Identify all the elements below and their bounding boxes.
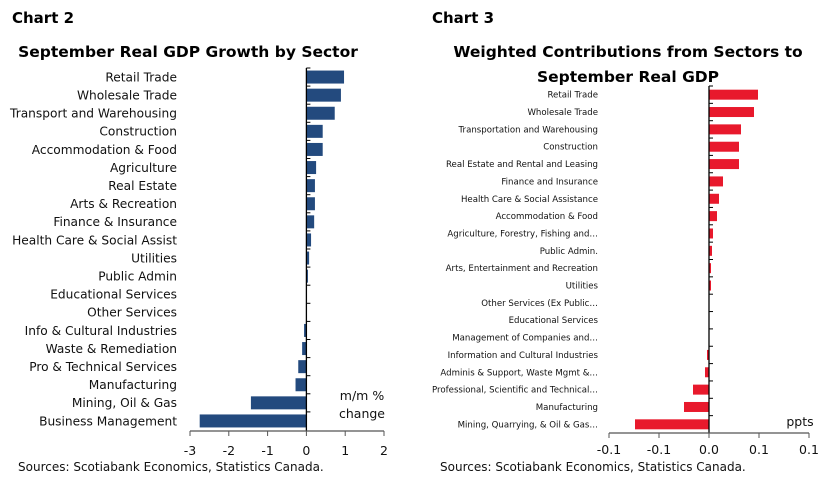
category-label: Utilities: [131, 251, 177, 265]
x-tick-label: 0: [302, 443, 310, 458]
category-label: Other Services: [87, 306, 177, 320]
bar: [705, 367, 709, 378]
bar: [684, 401, 709, 412]
category-label: Health Care & Social Assistance: [461, 195, 598, 205]
bar: [709, 263, 711, 274]
category-label: Public Admin: [98, 269, 177, 283]
category-label: Adminis & Support, Waste Mgmt &…: [440, 368, 598, 378]
x-tick-label: 0.1: [749, 442, 769, 457]
x-tick-label: 1: [341, 443, 349, 458]
bar: [693, 384, 709, 395]
category-label: Manufacturing: [89, 378, 177, 392]
category-label: Real Estate: [108, 179, 177, 193]
bar: [306, 161, 317, 175]
bar: [306, 88, 341, 102]
x-tick-label: 0.0: [699, 442, 719, 457]
category-label: Health Care & Social Assist: [12, 233, 177, 247]
category-label: Public Admin.: [540, 247, 598, 257]
bar: [298, 360, 307, 374]
bar: [709, 107, 754, 118]
category-label: Mining, Quarrying, & Oil & Gas…: [458, 420, 598, 430]
category-label: Finance & Insurance: [53, 215, 177, 229]
category-label: Retail Trade: [547, 91, 598, 101]
bar: [709, 245, 712, 256]
unit-label: ppts: [786, 414, 813, 429]
chart-title: September Real GDP Growth by Sector: [18, 43, 358, 61]
category-label: Wholesale Trade: [77, 88, 177, 102]
unit-label: change: [339, 406, 385, 421]
category-label: Agriculture: [110, 161, 177, 175]
bar: [306, 124, 323, 138]
category-label: Arts, Entertainment and Recreation: [446, 264, 598, 274]
bar: [709, 211, 717, 222]
x-tick-label: 2: [380, 443, 388, 458]
category-label: Manufacturing: [536, 403, 598, 413]
bar: [250, 396, 307, 410]
bar: [306, 179, 315, 193]
category-label: Transportation and Warehousing: [458, 125, 598, 135]
bar: [709, 228, 713, 239]
x-tick-label: -1: [261, 443, 273, 458]
bar: [306, 70, 345, 84]
category-label: Management of Companies and…: [452, 334, 598, 344]
category-label: Waste & Remediation: [46, 342, 177, 356]
chart-number-label: Chart 2: [12, 9, 74, 27]
source-note: Sources: Scotiabank Economics, Statistic…: [18, 460, 324, 474]
bar: [709, 193, 719, 204]
bar: [306, 251, 310, 265]
category-label: Accommodation & Food: [32, 143, 177, 157]
category-label: Real Estate and Rental and Leasing: [446, 160, 598, 170]
category-label: Construction: [543, 143, 598, 153]
x-tick-label: -3: [184, 443, 196, 458]
x-tick-label: 0.1: [799, 442, 819, 457]
category-label: Finance and Insurance: [501, 177, 598, 187]
category-label: Arts & Recreation: [70, 197, 177, 211]
bar: [199, 414, 307, 428]
bar: [306, 106, 335, 120]
x-tick-label: -0.1: [647, 442, 671, 457]
bar: [306, 269, 308, 283]
bar: [304, 323, 307, 337]
bar: [295, 378, 307, 392]
category-label: Agriculture, Forestry, Fishing and…: [447, 229, 598, 239]
chart-title: September Real GDP: [537, 68, 719, 86]
bar: [306, 233, 312, 247]
bar: [709, 124, 741, 135]
category-label: Wholesale Trade: [527, 108, 598, 118]
bar: [302, 342, 307, 356]
category-label: Retail Trade: [105, 70, 177, 84]
bar: [306, 197, 315, 211]
category-label: Utilities: [566, 282, 599, 292]
category-label: Information and Cultural Industries: [448, 351, 599, 361]
bar: [306, 215, 315, 229]
category-label: Business Management: [39, 414, 177, 428]
source-note: Sources: Scotiabank Economics, Statistic…: [440, 460, 746, 474]
category-label: Construction: [99, 125, 177, 139]
category-label: Info & Cultural Industries: [25, 324, 177, 338]
x-tick-label: -2: [223, 443, 235, 458]
bar: [707, 349, 709, 360]
category-label: Educational Services: [509, 316, 599, 326]
bar: [709, 280, 711, 291]
bar: [709, 176, 723, 187]
category-label: Accommodation & Food: [496, 212, 598, 222]
bar: [709, 89, 758, 100]
bar: [709, 159, 739, 170]
bar: [635, 419, 709, 430]
category-label: Other Services (Ex Public…: [481, 299, 598, 309]
category-label: Educational Services: [50, 288, 177, 302]
category-label: Transport and Warehousing: [9, 107, 177, 121]
category-label: Mining, Oil & Gas: [72, 396, 177, 410]
category-label: Pro & Technical Services: [29, 360, 177, 374]
unit-label: m/m %: [340, 388, 385, 403]
chart-number-label: Chart 3: [432, 9, 494, 27]
category-label: Professional, Scientific and Technical…: [432, 386, 598, 396]
chart-title: Weighted Contributions from Sectors to: [453, 43, 802, 61]
x-tick-label: -0.1: [597, 442, 621, 457]
bar: [306, 142, 323, 156]
bar: [709, 141, 739, 152]
